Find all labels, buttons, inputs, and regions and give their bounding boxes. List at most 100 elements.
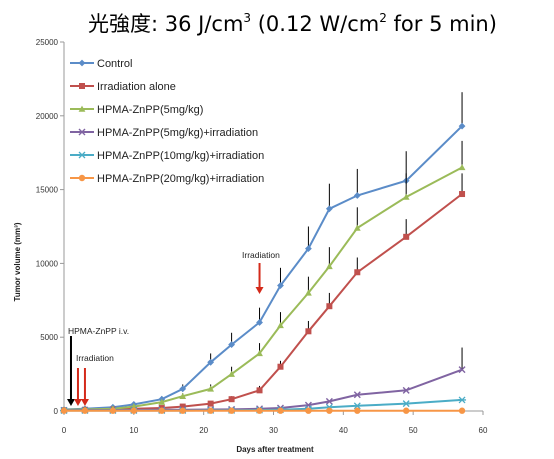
data-point [256, 319, 263, 326]
title-tail: for 5 min) [387, 12, 497, 36]
legend-marker [78, 151, 86, 159]
arrow-head [66, 399, 75, 406]
annotations-group: HPMA-ZnPP i.v. Irradiation Irradiation [66, 250, 280, 406]
data-point [277, 407, 284, 414]
data-point [81, 407, 89, 414]
data-point [353, 192, 361, 199]
axes-group: 0 5000 10000 15000 20000 25000 0 10 20 30 40 50 60 [36, 38, 488, 435]
x-tick-label: 50 [409, 426, 418, 435]
y-tick-label: 20000 [36, 112, 59, 121]
annotation-irradiation-early: Irradiation [76, 353, 114, 363]
legend-marker [78, 128, 86, 136]
arrow-head [73, 399, 82, 406]
title-value: : 36 J/cm [151, 12, 243, 36]
data-point [403, 233, 410, 240]
legend-item: Irradiation alone [70, 81, 176, 93]
data-point [277, 363, 284, 370]
y-tick-label: 15000 [36, 186, 59, 195]
title-main: 光強度 [88, 12, 151, 36]
y-tick-label: 0 [54, 407, 59, 416]
series-line [63, 166, 463, 411]
series-6 [60, 407, 466, 414]
data-point [458, 122, 466, 130]
x-tick-label: 30 [269, 426, 278, 435]
y-axis-title: Tumor volume (mm³) [13, 222, 22, 301]
legend-label: Control [97, 58, 132, 70]
data-point [60, 407, 68, 414]
x-tick-label: 0 [62, 426, 67, 435]
arrow-irradiation-late [255, 263, 264, 294]
legend-marker [78, 105, 86, 112]
arrow-hpma-iv [66, 336, 75, 406]
data-point [402, 407, 410, 414]
data-point [353, 224, 361, 231]
series-line [63, 125, 463, 411]
y-tick-label: 25000 [36, 38, 59, 47]
data-point [325, 262, 333, 270]
data-point [207, 358, 215, 366]
data-point [179, 407, 186, 414]
data-point [277, 321, 284, 329]
data-point [305, 245, 312, 253]
data-point [354, 407, 361, 414]
legend-label: HPMA-ZnPP(5mg/kg) [97, 104, 203, 116]
arrow-head [255, 287, 264, 294]
legend-item: HPMA-ZnPP(5mg/kg)+irradiation [70, 127, 258, 139]
data-point [179, 392, 187, 399]
legend-marker [78, 59, 86, 67]
series-line [63, 193, 463, 412]
legend-item: HPMA-ZnPP(5mg/kg) [70, 104, 203, 116]
x-tick-label: 20 [199, 426, 208, 435]
data-point [207, 400, 214, 407]
data-point [228, 396, 235, 403]
data-point [305, 289, 312, 296]
legend-label: HPMA-ZnPP(5mg/kg)+irradiation [97, 127, 258, 139]
x-tick-label: 10 [129, 426, 138, 435]
data-point [325, 397, 333, 405]
annotation-hpma-iv: HPMA-ZnPP i.v. [68, 326, 129, 336]
data-point [256, 350, 263, 357]
data-point [353, 391, 361, 399]
title-sup-3: 3 [243, 11, 251, 25]
x-tick-label: 40 [339, 426, 348, 435]
legend-item: HPMA-ZnPP(10mg/kg)+irradiation [70, 150, 264, 162]
data-point [277, 282, 284, 289]
data-point [228, 407, 235, 414]
data-point [228, 341, 235, 348]
annotation-irradiation-late: Irradiation [242, 250, 280, 260]
data-point [305, 328, 312, 335]
data-point [326, 303, 333, 310]
data-point [459, 191, 466, 198]
data-point [354, 269, 361, 276]
data-point [158, 407, 165, 414]
data-point [109, 407, 117, 414]
series-2 [61, 173, 466, 414]
x-tick-label: 60 [479, 426, 488, 435]
data-point [326, 407, 333, 414]
data-point [256, 387, 263, 394]
data-point [325, 205, 333, 213]
data-point [402, 400, 411, 408]
legend-item: Control [70, 58, 132, 70]
data-point [353, 402, 362, 410]
legend-item: HPMA-ZnPP(20mg/kg)+irradiation [70, 173, 264, 185]
legend-marker [78, 174, 86, 182]
legend-label: HPMA-ZnPP(10mg/kg)+irradiation [97, 150, 264, 162]
legend: Control Irradiation alone HPMA-ZnPP(5mg/kg… [70, 58, 264, 185]
series-group [60, 92, 467, 415]
data-point [458, 407, 466, 414]
data-point [402, 193, 410, 200]
data-point [207, 407, 214, 414]
y-tick-label: 10000 [36, 259, 59, 268]
data-point [130, 407, 138, 414]
title-sup-2: 2 [379, 11, 387, 25]
data-point [179, 403, 186, 410]
data-point [402, 386, 410, 394]
arrow-irradiation-early [80, 368, 89, 406]
legend-label: Irradiation alone [97, 81, 176, 93]
data-point [305, 407, 312, 414]
arrow-head [80, 399, 89, 406]
chart-title: 光強度: 36 J/cm3 (0.12 W/cm2 for 5 min) [88, 11, 497, 36]
data-point [228, 370, 235, 377]
legend-label: HPMA-ZnPP(20mg/kg)+irradiation [97, 173, 264, 185]
